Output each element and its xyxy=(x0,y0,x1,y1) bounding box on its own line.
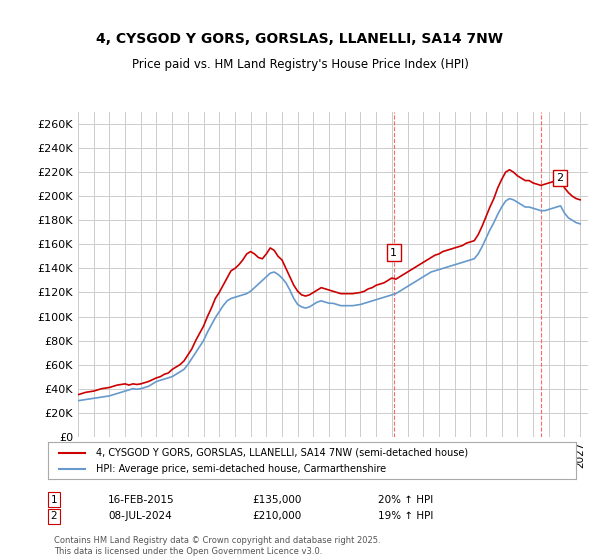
Text: HPI: Average price, semi-detached house, Carmarthenshire: HPI: Average price, semi-detached house,… xyxy=(95,464,386,474)
Text: 19% ↑ HPI: 19% ↑ HPI xyxy=(378,511,433,521)
Text: £135,000: £135,000 xyxy=(252,494,301,505)
Text: 4, CYSGOD Y GORS, GORSLAS, LLANELLI, SA14 7NW: 4, CYSGOD Y GORS, GORSLAS, LLANELLI, SA1… xyxy=(97,32,503,46)
Text: 1: 1 xyxy=(50,494,58,505)
Text: 4, CYSGOD Y GORS, GORSLAS, LLANELLI, SA14 7NW (semi-detached house): 4, CYSGOD Y GORS, GORSLAS, LLANELLI, SA1… xyxy=(95,447,467,458)
Text: 08-JUL-2024: 08-JUL-2024 xyxy=(108,511,172,521)
Text: Contains HM Land Registry data © Crown copyright and database right 2025.
This d: Contains HM Land Registry data © Crown c… xyxy=(54,536,380,556)
Text: 2: 2 xyxy=(50,511,58,521)
Text: 16-FEB-2015: 16-FEB-2015 xyxy=(108,494,175,505)
Text: 2: 2 xyxy=(557,173,563,183)
Text: 1: 1 xyxy=(390,248,397,258)
Text: £210,000: £210,000 xyxy=(252,511,301,521)
Text: Price paid vs. HM Land Registry's House Price Index (HPI): Price paid vs. HM Land Registry's House … xyxy=(131,58,469,71)
Text: 20% ↑ HPI: 20% ↑ HPI xyxy=(378,494,433,505)
